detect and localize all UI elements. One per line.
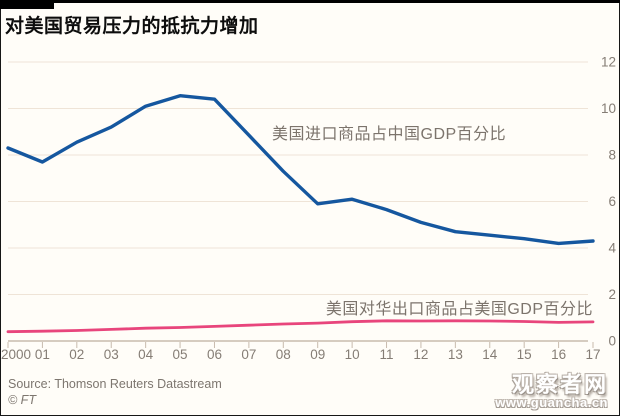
x-tick-label: 14 bbox=[482, 347, 498, 362]
x-tick-label: 12 bbox=[413, 347, 428, 362]
y-tick-label: 10 bbox=[601, 101, 616, 116]
y-tick-label: 12 bbox=[601, 55, 616, 70]
x-tick-label: 06 bbox=[207, 347, 222, 362]
x-tick-label: 07 bbox=[241, 347, 256, 362]
watermark-site-url: www.guancha.cn bbox=[495, 395, 608, 411]
x-tick-label: 03 bbox=[104, 347, 119, 362]
y-tick-label: 0 bbox=[608, 334, 616, 349]
x-tick-label: 08 bbox=[276, 347, 291, 362]
y-tick-label: 4 bbox=[608, 241, 616, 256]
watermark-site-name: 观察者网 bbox=[511, 372, 608, 398]
y-tick-label: 6 bbox=[608, 194, 616, 209]
source-note: Source: Thomson Reuters Datastream bbox=[8, 377, 222, 391]
title-accent-tab bbox=[0, 0, 54, 9]
y-tick-label: 2 bbox=[608, 287, 616, 302]
series-label-us-imports-china-gdp: 美国进口商品占中国GDP百分比 bbox=[272, 126, 507, 143]
series-label-us-exports-us-gdp: 美国对华出口商品占美国GDP百分比 bbox=[325, 301, 593, 318]
x-tick-label: 2000 bbox=[1, 347, 31, 362]
x-tick-label: 09 bbox=[310, 347, 325, 362]
x-tick-label: 15 bbox=[517, 347, 532, 362]
chart-title: 对美国贸易压力的抵抗力增加 bbox=[5, 16, 259, 37]
watermark: 观察者网 www.guancha.cn bbox=[495, 373, 608, 410]
x-tick-label: 05 bbox=[173, 347, 188, 362]
title-top-rule bbox=[0, 0, 620, 3]
x-tick-label: 17 bbox=[585, 347, 600, 362]
x-tick-label: 16 bbox=[551, 347, 566, 362]
x-tick-label: 10 bbox=[345, 347, 360, 362]
series-line-us-imports bbox=[6, 93, 595, 246]
series-line-us-exports bbox=[6, 319, 595, 334]
y-tick-label: 8 bbox=[608, 148, 616, 163]
copyright-note: © FT bbox=[8, 393, 36, 407]
x-tick-label: 13 bbox=[448, 347, 463, 362]
x-tick-label: 01 bbox=[35, 347, 50, 362]
x-tick-label: 04 bbox=[138, 347, 154, 362]
x-tick-label: 11 bbox=[380, 347, 394, 362]
x-tick-label: 02 bbox=[69, 347, 84, 362]
